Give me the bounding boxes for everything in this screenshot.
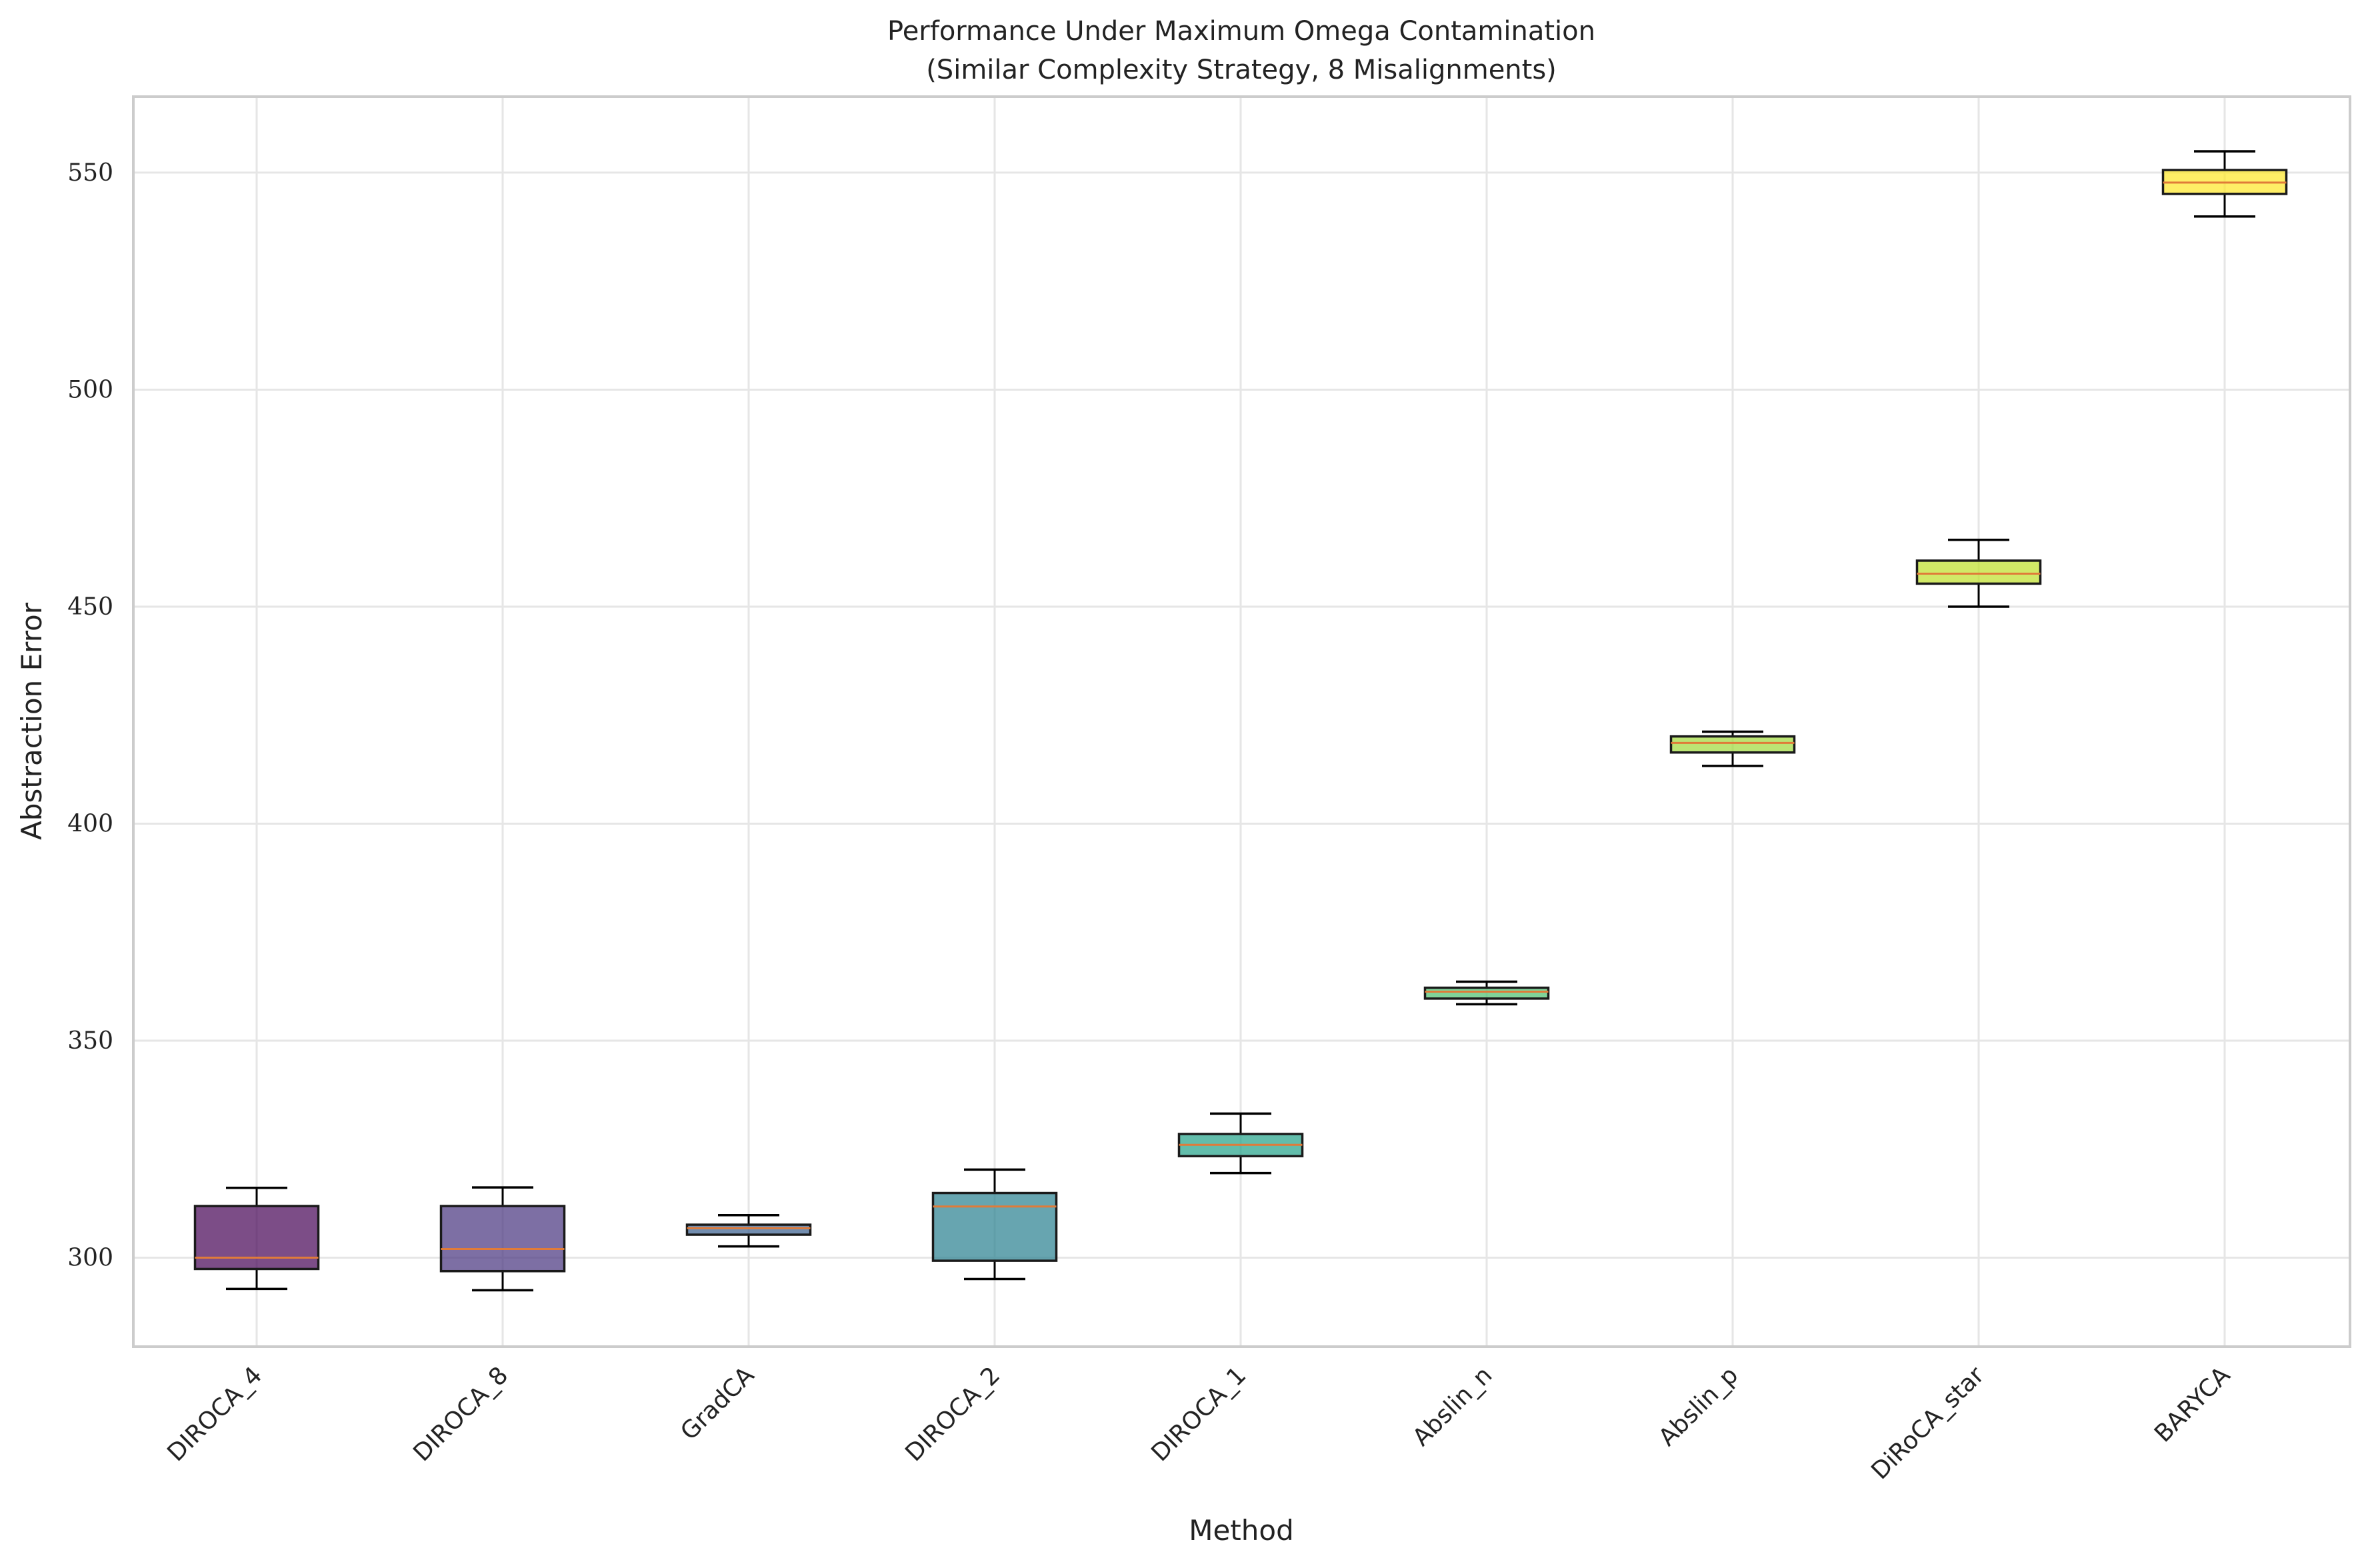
box-GradCA <box>685 1213 812 1248</box>
y-tick-label: 300 <box>67 1245 113 1272</box>
box-Abslin_n <box>1423 980 1550 1006</box>
box-BARYCA <box>2161 150 2288 218</box>
x-tick-label: Abslin_p <box>1653 1361 1743 1451</box>
chart-title: Performance Under Maximum Omega Contamin… <box>887 16 1595 47</box>
box-iqr <box>931 1191 1058 1262</box>
box-iqr <box>685 1223 812 1236</box>
grid-lines <box>133 97 2350 1347</box>
box-iqr <box>1423 986 1550 1000</box>
x-tick-label: Abslin_n <box>1407 1361 1497 1451</box>
x-tick-label: DIROCA_1 <box>1146 1361 1251 1467</box>
box-iqr <box>1915 559 2042 585</box>
y-tick-label: 500 <box>67 376 113 403</box>
y-tick-label: 400 <box>67 810 113 837</box>
x-tick-label: DIROCA_2 <box>900 1361 1005 1467</box>
box-iqr <box>193 1205 320 1271</box>
box-DIROCA_8 <box>439 1186 566 1292</box>
box-series <box>193 150 2288 1292</box>
y-tick-label: 550 <box>67 159 113 187</box>
x-tick-labels: DIROCA_4 DIROCA_8 GradCA DIROCA_2 DIROCA_1 Ab… <box>162 1361 2235 1485</box>
box-DiRoCA_star <box>1915 538 2042 608</box>
y-axis-label: Abstraction Error <box>15 602 48 840</box>
x-tick-label: BARYCA <box>2149 1361 2236 1448</box>
y-tick-label: 450 <box>67 593 113 621</box>
box-iqr <box>1669 735 1796 754</box>
box-iqr <box>439 1205 566 1273</box>
x-tick-label: DIROCA_8 <box>408 1361 513 1467</box>
chart-subtitle: (Similar Complexity Strategy, 8 Misalign… <box>926 55 1557 85</box>
box-DIROCA_4 <box>193 1186 320 1291</box>
x-tick-label: DIROCA_4 <box>162 1361 267 1467</box>
box-DIROCA_1 <box>1177 1112 1304 1175</box>
x-axis-label: Method <box>1189 1514 1294 1547</box>
box-DIROCA_2 <box>931 1168 1058 1281</box>
y-tick-labels: 300 350 400 450 500 550 <box>67 159 113 1272</box>
x-tick-label: DiRoCA_star <box>1866 1361 1989 1485</box>
box-Abslin_p <box>1669 730 1796 767</box>
x-tick-label: GradCA <box>675 1361 759 1445</box>
y-tick-label: 350 <box>67 1027 113 1055</box>
plot-frame <box>132 95 2351 1348</box>
